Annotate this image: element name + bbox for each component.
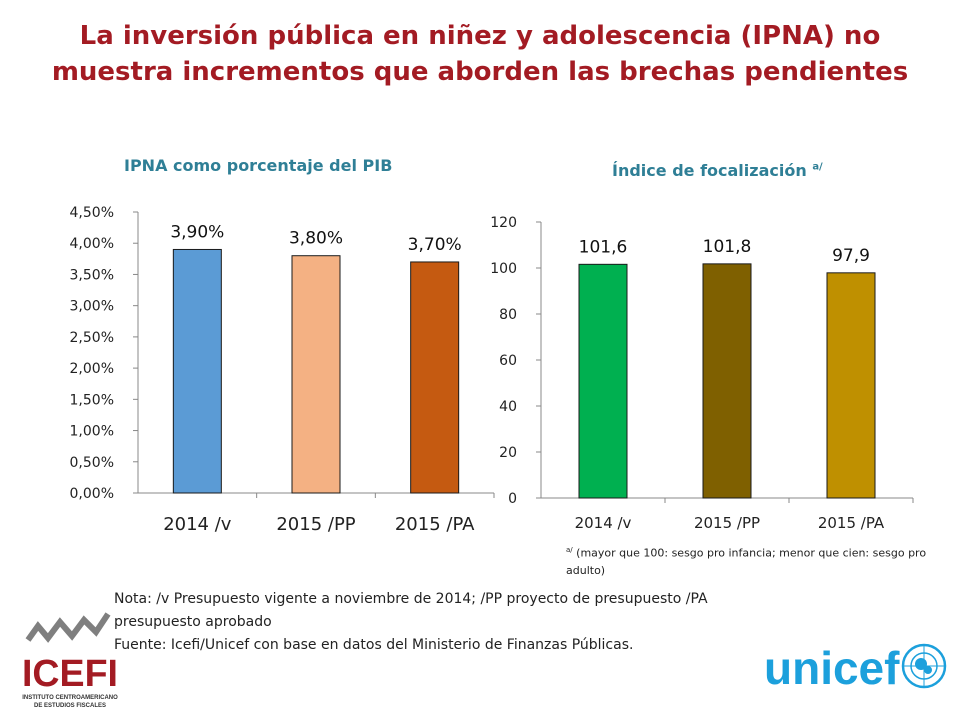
unicef-logo-graphic: unicef <box>764 642 947 694</box>
right-bar-1 <box>702 263 752 499</box>
left-category-label-0: 2014 /v <box>163 514 232 535</box>
footnote-marker: a/ <box>566 546 573 554</box>
unicef-logo: unicef <box>764 640 954 696</box>
page-title: La inversión pública en niñez y adolesce… <box>20 18 940 90</box>
right-chart-title: Índice de focalización a/ <box>612 161 823 180</box>
left-data-label-1: 3,80% <box>289 229 343 249</box>
left-bar-2 <box>410 261 460 494</box>
right-chart-title-superscript: a/ <box>812 161 823 173</box>
left-y-tick-label: 1,50% <box>70 392 114 408</box>
icefi-logo-sub2: DE ESTUDIOS FISCALES <box>34 703 106 709</box>
left-bar-0 <box>172 248 222 494</box>
right-data-label-1: 101,8 <box>703 237 752 257</box>
right-chart-title-text: Índice de focalización <box>612 161 807 180</box>
note-line-1: Nota: /v Presupuesto vigente a noviembre… <box>114 591 708 607</box>
icefi-logo-name: ICEFI <box>22 653 118 695</box>
icefi-logo-zigzag <box>25 612 111 643</box>
left-category-label-2: 2015 /PA <box>395 514 475 535</box>
left-bar-1 <box>291 255 341 494</box>
right-y-tick-label: 0 <box>508 491 517 507</box>
right-y-tick-label: 40 <box>499 399 517 415</box>
right-y-tick-label: 60 <box>499 353 517 369</box>
right-y-tick-label: 100 <box>490 261 517 277</box>
right-category-label-2: 2015 /PA <box>818 514 885 532</box>
right-y-tick-label: 120 <box>490 215 517 231</box>
icefi-logo-sub1: INSTITUTO CENTROAMERICANO <box>22 695 118 701</box>
title-line-2: muestra incrementos que aborden las brec… <box>51 57 909 87</box>
right-bar-2 <box>826 272 876 499</box>
left-data-label-0: 3,90% <box>170 222 224 242</box>
left-y-tick-label: 2,50% <box>70 330 114 346</box>
left-data-label-2: 3,70% <box>408 235 462 255</box>
unicef-logo-name: unicef <box>764 642 900 694</box>
left-chart-title: IPNA como porcentaje del PIB <box>124 156 393 175</box>
left-y-tick-label: 2,00% <box>70 361 114 377</box>
right-category-label-0: 2014 /v <box>575 514 632 532</box>
right-y-tick-label: 20 <box>499 445 517 461</box>
right-data-label-0: 101,6 <box>579 237 628 257</box>
title-line-1: La inversión pública en niñez y adolesce… <box>79 21 881 51</box>
right-y-tick-label: 80 <box>499 307 517 323</box>
icefi-logo: ICEFI INSTITUTO CENTROAMERICANO DE ESTUD… <box>20 610 120 715</box>
left-y-tick-label: 3,50% <box>70 267 114 283</box>
left-y-tick-label: 4,00% <box>70 236 114 252</box>
left-category-label-1: 2015 /PP <box>276 514 355 535</box>
source-note: Nota: /v Presupuesto vigente a noviembre… <box>114 588 874 657</box>
source-line: Fuente: Icefi/Unicef con base en datos d… <box>114 637 634 653</box>
unicef-emblem-icon <box>901 643 947 689</box>
left-y-tick-label: 3,00% <box>70 299 114 315</box>
right-category-label-1: 2015 /PP <box>694 514 760 532</box>
icefi-logo-graphic: ICEFI INSTITUTO CENTROAMERICANO DE ESTUD… <box>22 612 118 709</box>
left-y-tick-label: 0,00% <box>70 486 114 502</box>
left-y-tick-label: 0,50% <box>70 455 114 471</box>
footnote-text: (mayor que 100: sesgo pro infancia; meno… <box>566 546 927 577</box>
note-line-2: presupuesto aprobado <box>114 614 272 630</box>
left-y-tick-label: 4,50% <box>70 205 114 221</box>
footnote: a/ (mayor que 100: sesgo pro infancia; m… <box>566 542 946 579</box>
left-y-tick-label: 1,00% <box>70 424 114 440</box>
right-bar-0 <box>578 263 628 499</box>
right-data-label-2: 97,9 <box>832 246 870 266</box>
